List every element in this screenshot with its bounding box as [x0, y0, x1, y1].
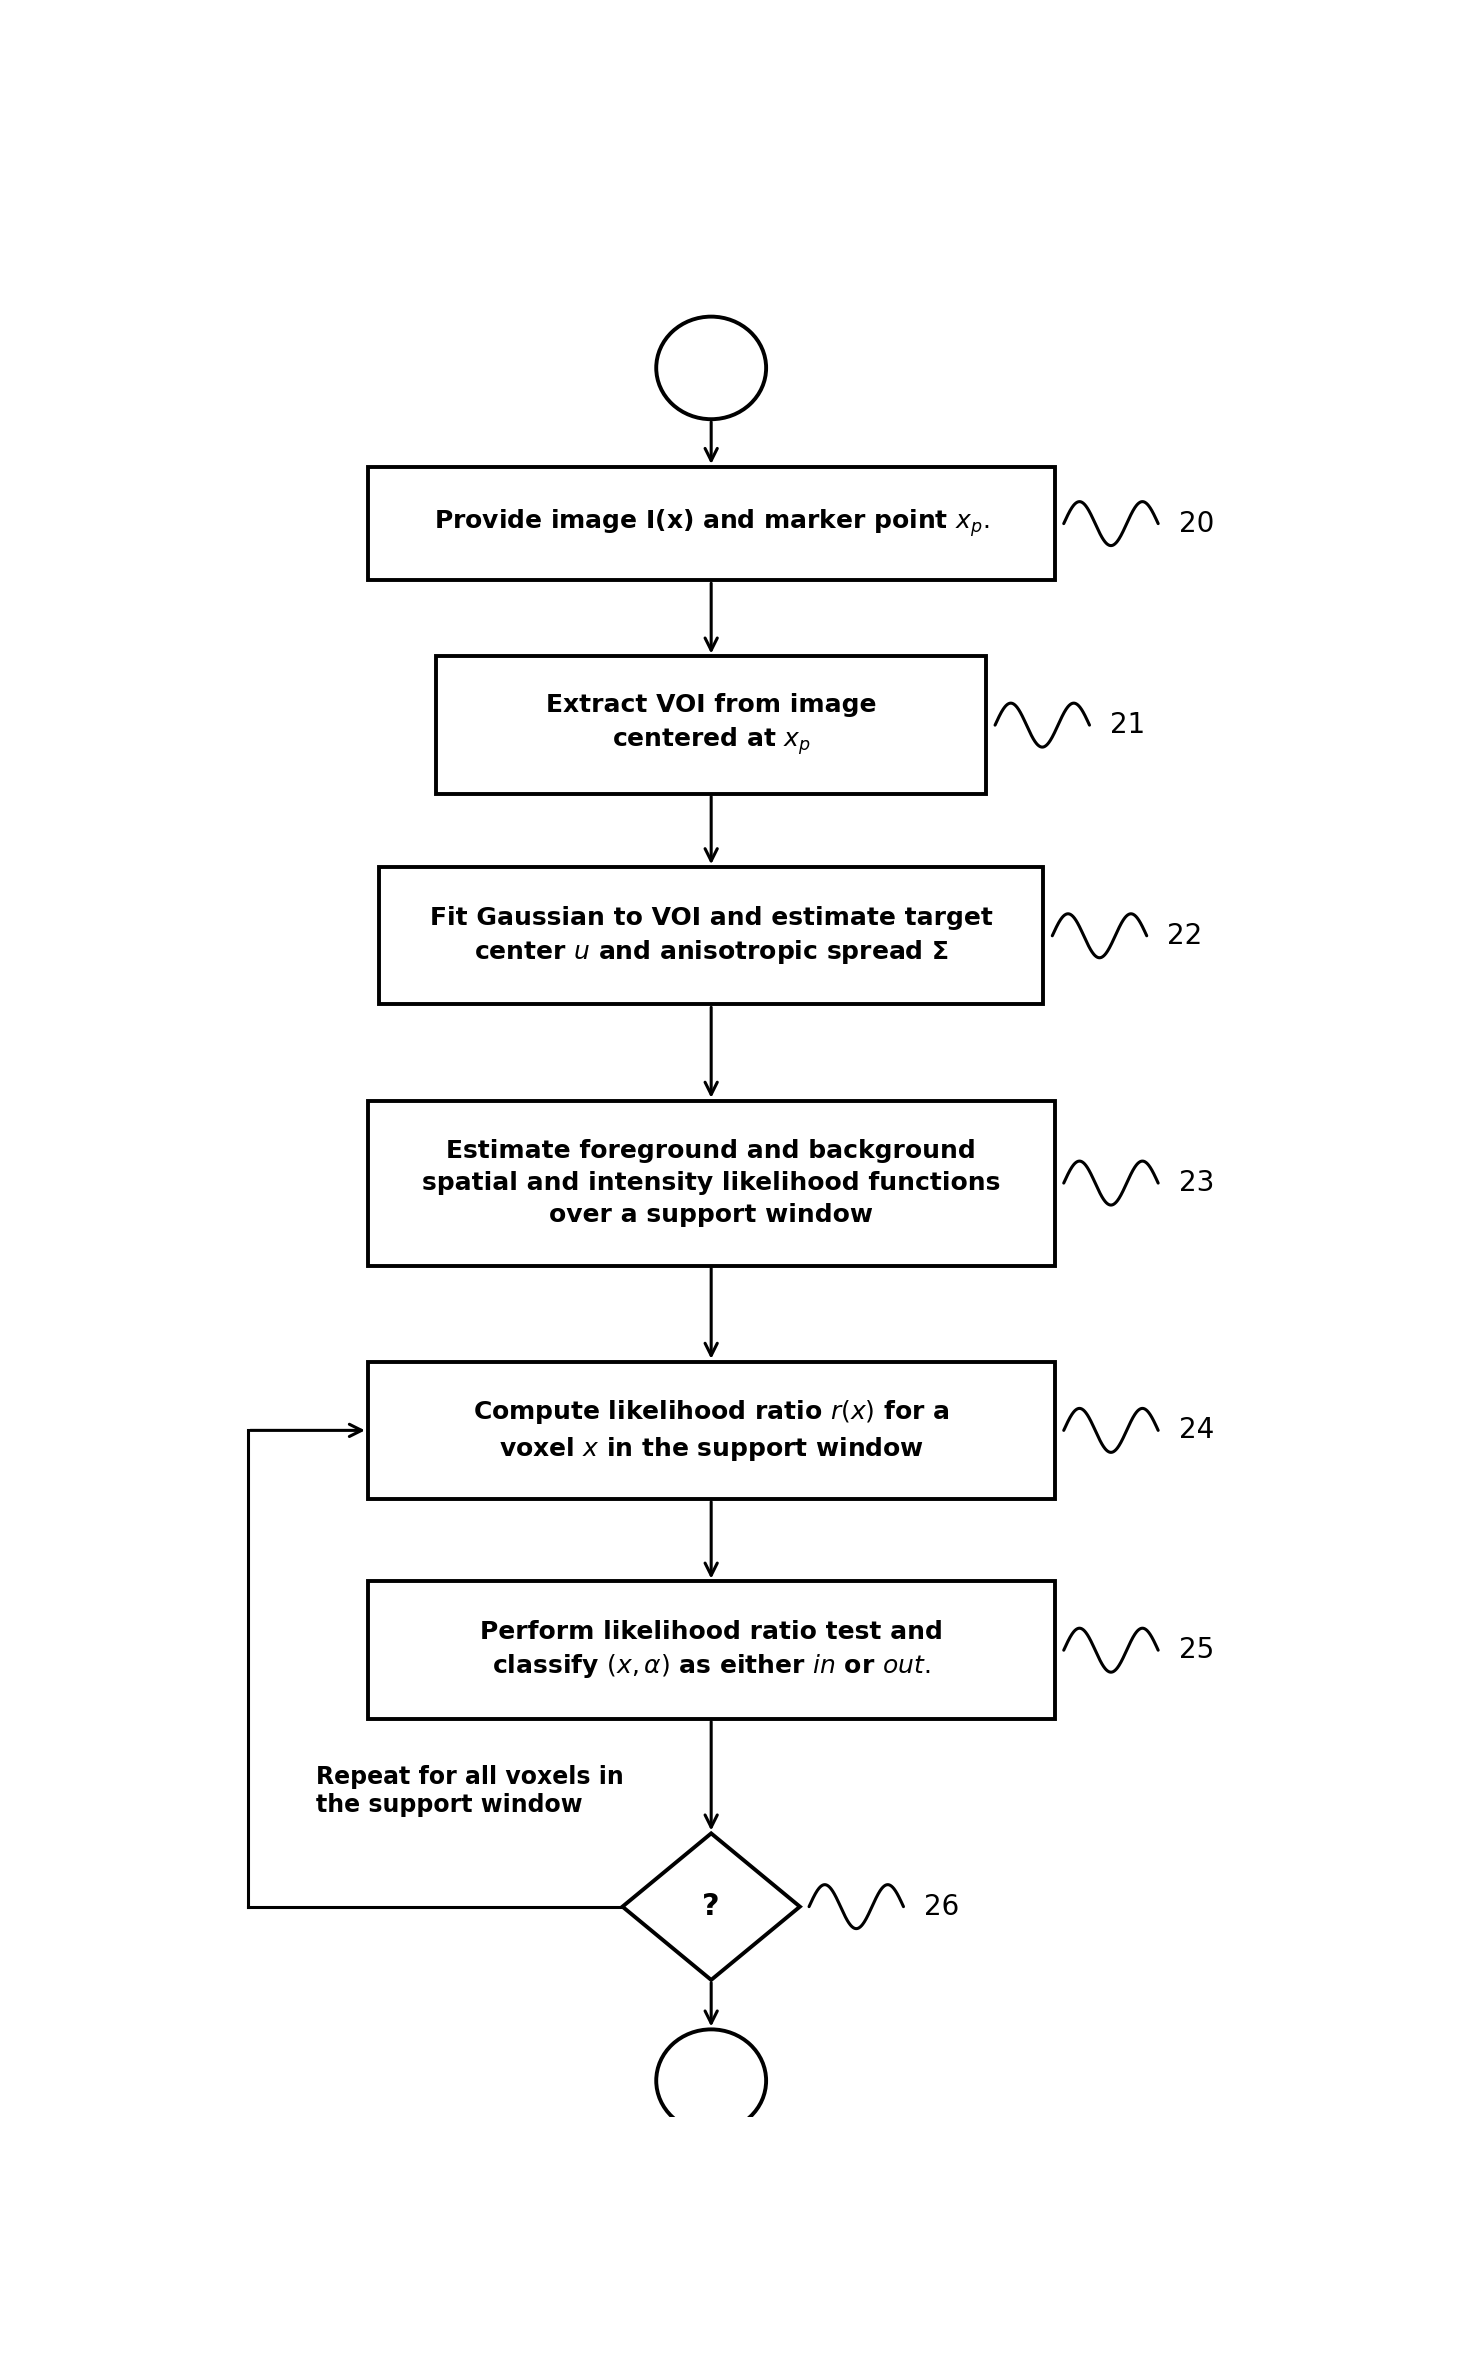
FancyBboxPatch shape	[368, 1582, 1055, 1720]
FancyBboxPatch shape	[368, 1361, 1055, 1499]
Text: 23: 23	[1179, 1168, 1214, 1197]
Text: 22: 22	[1167, 921, 1202, 949]
Ellipse shape	[656, 316, 767, 419]
FancyBboxPatch shape	[380, 866, 1043, 1004]
Text: 26: 26	[925, 1894, 960, 1920]
Text: 24: 24	[1179, 1416, 1214, 1444]
Text: 20: 20	[1179, 509, 1214, 538]
Text: Extract VOI from image
centered at $x_p$: Extract VOI from image centered at $x_p$	[546, 692, 876, 757]
Text: Provide image I(x) and marker point $x_p.$: Provide image I(x) and marker point $x_p…	[434, 507, 988, 540]
Text: Estimate foreground and background
spatial and intensity likelihood functions
ov: Estimate foreground and background spati…	[422, 1140, 1000, 1228]
Text: 21: 21	[1111, 711, 1145, 740]
FancyBboxPatch shape	[437, 657, 985, 795]
FancyBboxPatch shape	[368, 466, 1055, 580]
Text: ?: ?	[703, 1891, 719, 1922]
FancyBboxPatch shape	[368, 1101, 1055, 1266]
Text: 25: 25	[1179, 1637, 1214, 1665]
Text: Repeat for all voxels in
the support window: Repeat for all voxels in the support win…	[316, 1765, 623, 1818]
Text: Compute likelihood ratio $r(x)$ for a
voxel $x$ in the support window: Compute likelihood ratio $r(x)$ for a vo…	[473, 1399, 950, 1463]
Ellipse shape	[656, 2029, 767, 2132]
Polygon shape	[622, 1834, 801, 1979]
Text: Perform likelihood ratio test and
classify $(x,\alpha)$ as either $in$ or $out.$: Perform likelihood ratio test and classi…	[480, 1620, 942, 1680]
Text: Fit Gaussian to VOI and estimate target
center $u$ and anisotropic spread Σ: Fit Gaussian to VOI and estimate target …	[430, 906, 993, 966]
